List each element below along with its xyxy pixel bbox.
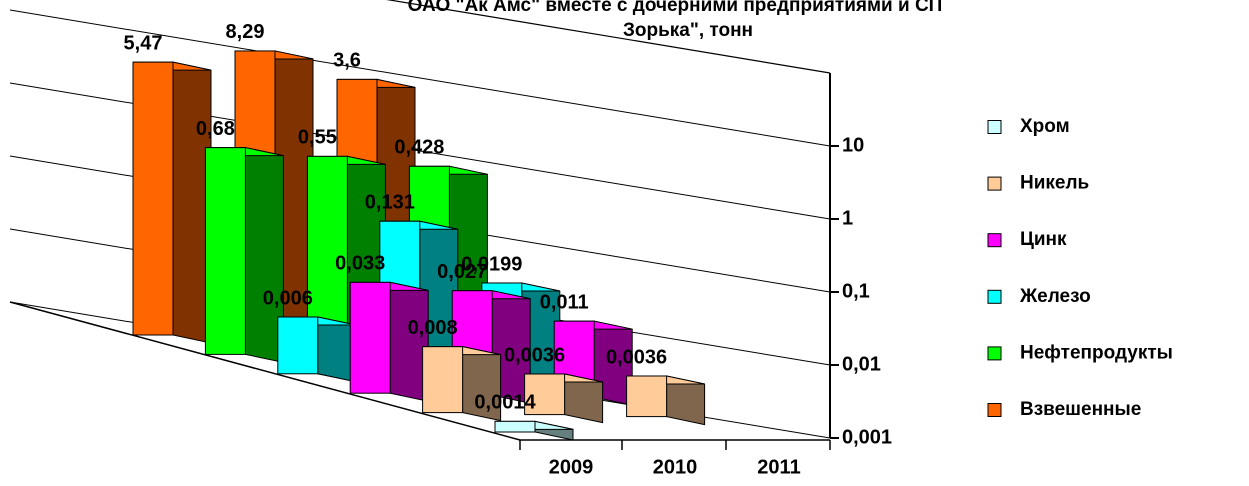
data-label: 0,008 [408, 317, 458, 339]
legend-label: Никель [1020, 173, 1089, 194]
legend-label: Взвешенные [1020, 399, 1141, 420]
legend-label: Хром [1020, 116, 1070, 137]
legend-swatch [987, 346, 1002, 361]
y-tick-label: 0,01 [842, 353, 881, 375]
data-label: 5,47 [124, 32, 163, 54]
y-tick-label: 0,001 [842, 426, 892, 448]
y-tick-label: 10 [842, 134, 864, 156]
bar [422, 346, 464, 414]
bar [494, 420, 536, 433]
data-label: 0,006 [263, 287, 313, 309]
y-tick-label: 0,1 [842, 280, 870, 302]
bar [626, 375, 668, 418]
floor-edge [9, 301, 521, 441]
data-label: 0,68 [196, 118, 235, 140]
legend-label: Железо [1019, 286, 1091, 307]
data-label: 8,29 [226, 21, 265, 43]
data-label: 0,033 [335, 253, 385, 275]
bar [204, 147, 246, 355]
data-label: 0,428 [394, 137, 444, 159]
data-label: 3,6 [333, 50, 361, 72]
legend-swatch [987, 403, 1002, 417]
legend-swatch [987, 176, 1002, 191]
legend-swatch [987, 233, 1002, 248]
bar [524, 373, 566, 416]
legend-label: Нефтепродукты [1020, 342, 1173, 363]
data-label: 0,0014 [474, 392, 536, 414]
x-tick-label: 2010 [653, 456, 698, 478]
data-label: 0,0199 [461, 253, 522, 275]
legend-label: Цинк [1020, 229, 1067, 250]
data-label: 0,0036 [504, 344, 565, 366]
x-tick-label: 2009 [549, 456, 594, 478]
chart-title: Зорька", тонн [623, 20, 753, 41]
bar [349, 281, 391, 394]
data-label: 0,55 [298, 127, 337, 149]
legend-swatch [987, 120, 1002, 134]
bar [277, 316, 319, 375]
data-label: 0,027 [437, 261, 487, 283]
data-label: 0,0036 [606, 346, 667, 368]
grid-line [9, 9, 831, 147]
y-tick-label: 1 [842, 207, 853, 229]
wall-top [386, 0, 831, 74]
bar [132, 61, 174, 336]
data-label: 0,131 [365, 192, 415, 214]
chart-title: ОАО "Ак Амс" вместе с дочерними предприя… [408, 0, 943, 16]
data-label: 0,011 [540, 291, 589, 313]
legend-swatch [987, 289, 1002, 304]
x-tick-label: 2011 [757, 456, 800, 478]
